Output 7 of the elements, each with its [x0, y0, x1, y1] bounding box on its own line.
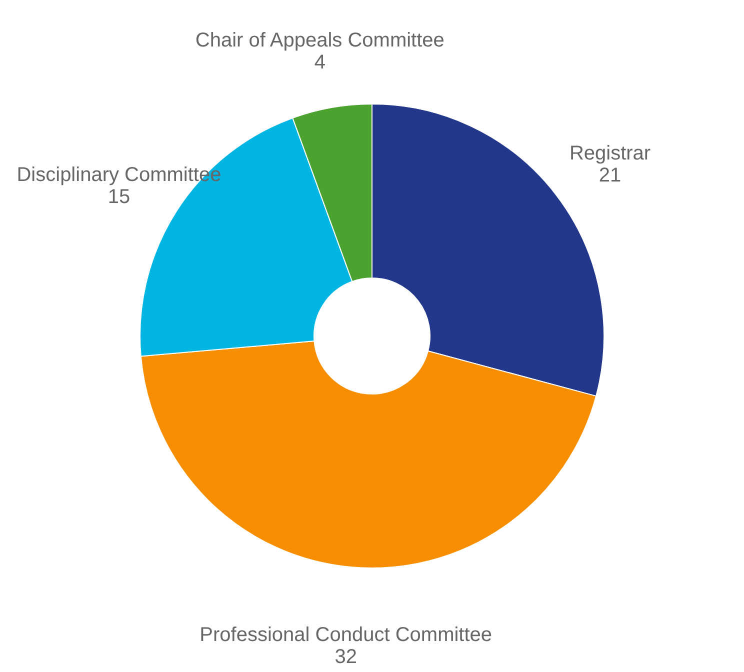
data-label: 4 [314, 52, 326, 74]
slice-label: Professional Conduct Committee [200, 624, 492, 646]
data-label: 21 [598, 164, 622, 186]
data-label: 32 [334, 646, 357, 668]
slice-label: Registrar [569, 142, 651, 164]
slice-label: Chair of Appeals Committee [195, 30, 444, 52]
data-label: 15 [108, 186, 130, 208]
